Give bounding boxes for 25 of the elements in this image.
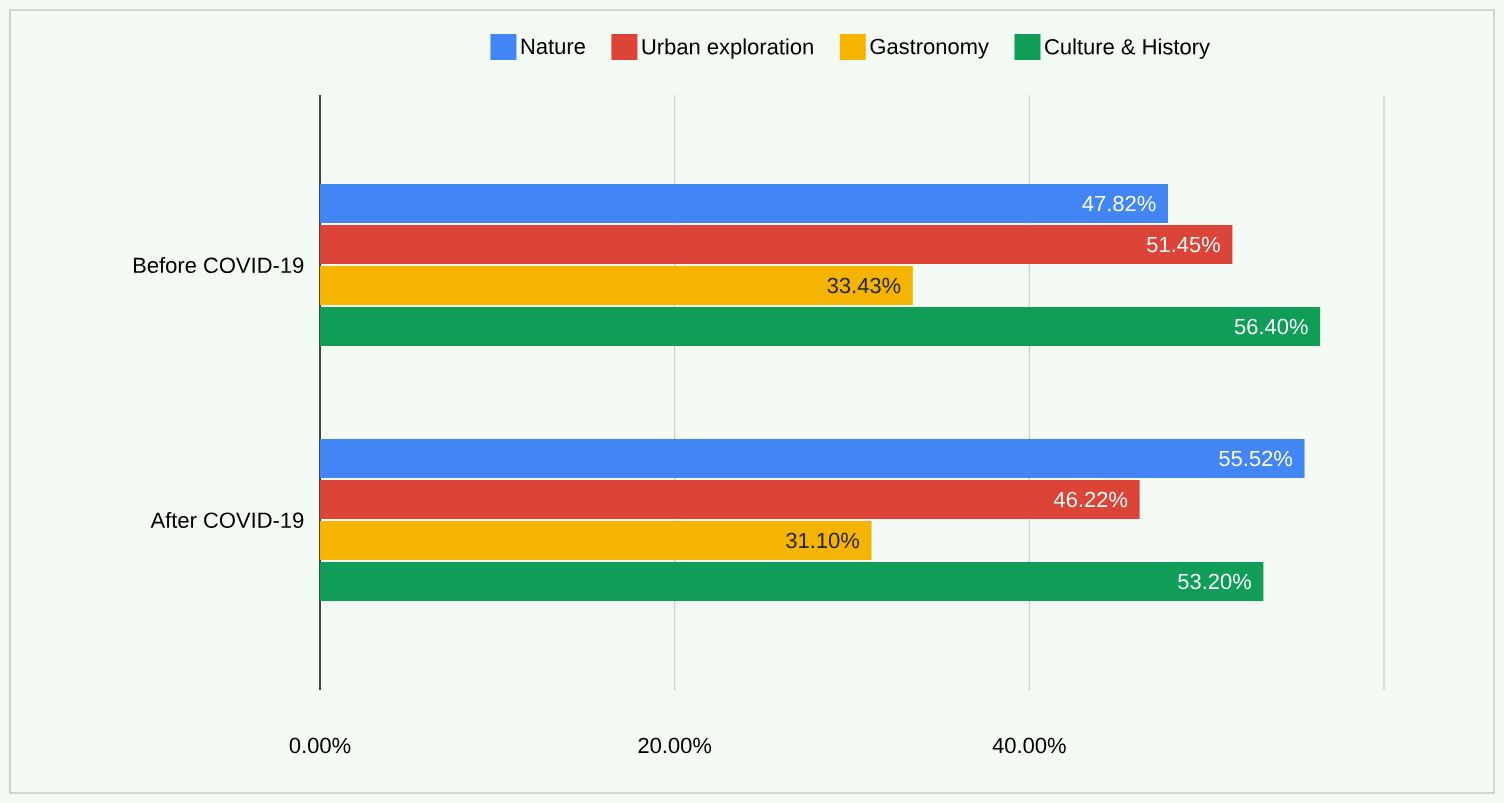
data-label: 51.45%: [1147, 236, 1220, 253]
x-tick-label: 20.00%: [638, 737, 712, 754]
legend-label: Urban exploration: [642, 38, 813, 59]
data-label: 53.20%: [1178, 573, 1251, 590]
data-label: 31.10%: [786, 532, 860, 549]
legend-label: Nature: [521, 38, 585, 55]
bar: [320, 266, 913, 306]
data-label: 55.52%: [1219, 450, 1293, 467]
x-tick-label: 0.00%: [289, 737, 351, 754]
bar: [320, 479, 1140, 519]
y-tick-label: After COVID-19: [150, 511, 304, 529]
data-label: 56.40%: [1234, 318, 1308, 335]
bar: [320, 307, 1321, 347]
x-tick-label: 40.00%: [992, 737, 1066, 754]
legend-label: Gastronomy: [870, 38, 989, 59]
data-label: 46.22%: [1053, 491, 1128, 508]
bar: [320, 184, 1168, 224]
bar: [320, 438, 1305, 478]
bar: [320, 225, 1233, 265]
bar: [320, 561, 1264, 601]
legend-label: Culture & History: [1045, 38, 1210, 59]
data-label: 33.43%: [827, 277, 901, 294]
bar: [320, 520, 872, 560]
y-tick-label: Before COVID-19: [133, 256, 304, 274]
data-label: 47.82%: [1082, 195, 1156, 212]
